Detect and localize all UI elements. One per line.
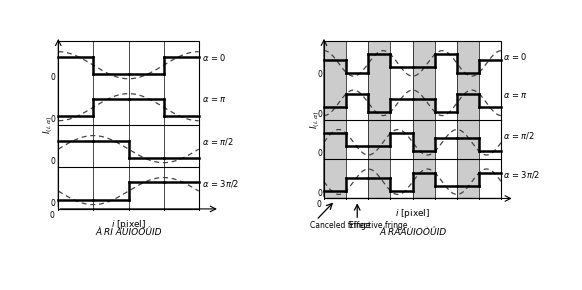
Text: 0: 0 (317, 189, 322, 198)
Text: Effective fringe: Effective fringe (349, 221, 408, 230)
Bar (413, 41, 435, 199)
Text: $\alpha$ = $\pi$: $\alpha$ = $\pi$ (201, 95, 226, 104)
Bar (324, 41, 346, 199)
Bar (368, 41, 391, 199)
Text: Canceled fringe: Canceled fringe (310, 221, 371, 230)
Text: 0: 0 (317, 70, 322, 79)
Text: 0: 0 (51, 73, 55, 82)
Text: $i$ [pixel]: $i$ [pixel] (395, 207, 430, 220)
Text: $\alpha$ = $\pi$: $\alpha$ = $\pi$ (503, 91, 528, 100)
Bar (457, 41, 479, 199)
Bar (324, 41, 501, 198)
Text: Á RÀAÙIOÒÛID: Á RÀAÙIOÒÛID (379, 228, 446, 237)
Text: 0: 0 (317, 200, 321, 209)
Bar (58, 41, 198, 209)
Text: $\alpha$ = 3$\pi$/2: $\alpha$ = 3$\pi$/2 (201, 178, 239, 189)
Text: 0: 0 (317, 149, 322, 158)
Text: $\alpha$ = $\pi$/2: $\alpha$ = $\pi$/2 (503, 130, 535, 141)
Text: $i$ [pixel]: $i$ [pixel] (111, 218, 146, 231)
Text: 0: 0 (317, 110, 322, 119)
Text: $\alpha$ = 0: $\alpha$ = 0 (503, 51, 528, 62)
Text: $\alpha$ = $\pi$/2: $\alpha$ = $\pi$/2 (201, 136, 233, 147)
Text: $\alpha$ = 3$\pi$/2: $\alpha$ = 3$\pi$/2 (503, 169, 540, 180)
Text: 0: 0 (51, 115, 55, 124)
Text: 0: 0 (51, 157, 55, 166)
Text: $I_{(i,\alpha)}$: $I_{(i,\alpha)}$ (308, 110, 322, 129)
Text: 0: 0 (51, 199, 55, 208)
Text: À RI AÙIOÒÛID: À RI AÙIOÒÛID (95, 228, 162, 237)
Text: $I_{(i,\alpha)}$: $I_{(i,\alpha)}$ (41, 116, 55, 134)
Text: 0: 0 (49, 211, 54, 220)
Text: $\alpha$ = 0: $\alpha$ = 0 (201, 52, 226, 64)
